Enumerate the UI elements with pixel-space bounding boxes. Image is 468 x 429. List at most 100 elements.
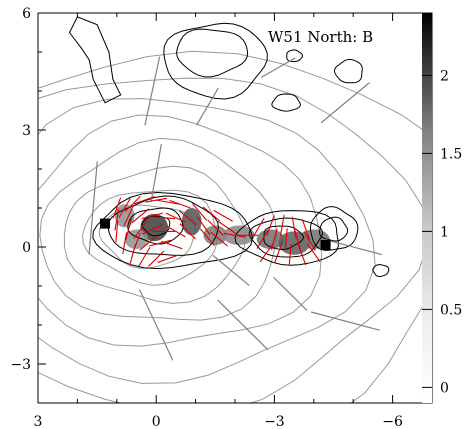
black-square-0 bbox=[99, 218, 110, 229]
colorbar-tick-label-2: 1 bbox=[440, 224, 449, 240]
red-vector-42 bbox=[279, 214, 285, 237]
plot-content bbox=[38, 16, 432, 403]
red-vector-4 bbox=[145, 197, 168, 203]
red-vector-6 bbox=[169, 199, 191, 209]
black-contour-6 bbox=[234, 210, 339, 266]
red-vector-8 bbox=[123, 205, 134, 226]
red-vectors bbox=[112, 195, 321, 267]
red-vector-29 bbox=[157, 254, 179, 263]
colorbar: 0 0.5 1 1.5 2 bbox=[422, 13, 462, 403]
grey-vector-5 bbox=[88, 161, 98, 255]
red-vector-37 bbox=[210, 231, 229, 247]
grey-vector-2 bbox=[260, 57, 296, 78]
black-contour-14 bbox=[372, 264, 390, 278]
red-vector-36 bbox=[199, 228, 215, 246]
grey-vector-1 bbox=[196, 87, 219, 126]
x-tick-label-3: −6 bbox=[382, 414, 403, 429]
black-contour-10 bbox=[163, 22, 268, 100]
black-square-1 bbox=[320, 240, 331, 251]
y-tick-label-0: 6 bbox=[22, 6, 31, 22]
red-vector-33 bbox=[196, 216, 211, 235]
colorbar-tick-label-4: 2 bbox=[440, 68, 449, 84]
red-vector-34 bbox=[207, 219, 224, 236]
colorbar-tick-label-1: 0.5 bbox=[440, 302, 462, 318]
red-vector-23 bbox=[139, 235, 158, 251]
red-vector-51 bbox=[274, 242, 283, 264]
plot-background bbox=[38, 13, 432, 403]
red-vector-52 bbox=[288, 243, 292, 266]
red-vector-50 bbox=[259, 243, 274, 263]
grey-vector-11 bbox=[324, 238, 382, 256]
red-vector-15 bbox=[125, 218, 133, 241]
red-vector-25 bbox=[161, 240, 183, 250]
colorbar-ramp bbox=[422, 13, 432, 403]
black-contour-5 bbox=[248, 217, 324, 258]
colorbar-ticks: 0 0.5 1 1.5 2 bbox=[422, 68, 462, 396]
grey-vector-7 bbox=[217, 299, 269, 351]
red-vector-26 bbox=[129, 244, 136, 266]
red-vector-10 bbox=[141, 212, 164, 220]
grey-vector-3 bbox=[320, 82, 370, 124]
red-vector-2 bbox=[124, 195, 141, 213]
black-contour-2 bbox=[107, 195, 219, 256]
red-vector-7 bbox=[114, 208, 120, 231]
red-vector-9 bbox=[131, 208, 150, 224]
grey-vector-4 bbox=[150, 143, 162, 202]
red-vector-27 bbox=[138, 247, 151, 267]
y-tick-label-2: 0 bbox=[22, 240, 31, 256]
grey-contour-5 bbox=[38, 98, 376, 384]
grey-vector-9 bbox=[310, 311, 380, 331]
red-vector-54 bbox=[307, 243, 321, 263]
black-contour-12 bbox=[271, 93, 301, 112]
x-tick-label-2: −3 bbox=[264, 414, 285, 429]
grey-vector-10 bbox=[139, 289, 174, 361]
red-vector-12 bbox=[165, 212, 187, 223]
red-vector-0 bbox=[112, 197, 122, 219]
red-vector-11 bbox=[153, 216, 176, 220]
grey-vector-6 bbox=[212, 254, 250, 286]
red-vector-24 bbox=[149, 239, 171, 247]
red-vector-49 bbox=[303, 231, 316, 251]
red-vector-17 bbox=[142, 224, 163, 235]
black-contour-1 bbox=[127, 207, 184, 245]
red-vector-40 bbox=[252, 217, 265, 238]
red-vector-32 bbox=[213, 209, 234, 222]
x-tick-label-1: 0 bbox=[152, 414, 161, 429]
red-vector-5 bbox=[157, 199, 179, 205]
red-vector-3 bbox=[133, 195, 155, 205]
black-squares bbox=[99, 218, 331, 251]
black-contour-11 bbox=[333, 58, 363, 84]
chart-title: W51 North: B bbox=[268, 28, 373, 46]
red-vector-14 bbox=[115, 220, 119, 243]
red-vector-13 bbox=[178, 210, 197, 226]
red-vector-46 bbox=[271, 228, 278, 250]
grey-contour-7 bbox=[38, 50, 432, 403]
red-vector-19 bbox=[166, 225, 186, 238]
red-vector-38 bbox=[224, 232, 246, 238]
grey-vectors bbox=[88, 56, 382, 361]
black-contour-9 bbox=[176, 28, 249, 78]
red-vector-28 bbox=[148, 250, 165, 267]
y-tick-label-3: −3 bbox=[10, 357, 31, 373]
red-vector-16 bbox=[133, 220, 148, 239]
red-vector-44 bbox=[301, 218, 311, 240]
red-vector-53 bbox=[297, 244, 307, 266]
red-vector-1 bbox=[118, 198, 131, 218]
red-vector-31 bbox=[202, 206, 221, 222]
red-vector-47 bbox=[284, 228, 288, 251]
black-contour-3 bbox=[92, 191, 253, 270]
red-vector-43 bbox=[291, 216, 297, 239]
red-vector-21 bbox=[122, 232, 128, 254]
red-vector-30 bbox=[192, 203, 208, 221]
axis-ticks: 3 0 −3 −6 6 3 0 −3 bbox=[10, 6, 433, 429]
colorbar-tick-label-0: 0 bbox=[440, 380, 449, 396]
red-vector-41 bbox=[266, 215, 275, 237]
grey-vector-0 bbox=[144, 56, 161, 126]
red-vector-20 bbox=[179, 223, 196, 240]
x-tick-label-0: 3 bbox=[34, 414, 43, 429]
black-contour-left-blob bbox=[68, 16, 122, 104]
y-tick-label-1: 3 bbox=[22, 123, 31, 139]
red-vector-35 bbox=[217, 220, 237, 235]
black-contour-7 bbox=[319, 216, 349, 242]
